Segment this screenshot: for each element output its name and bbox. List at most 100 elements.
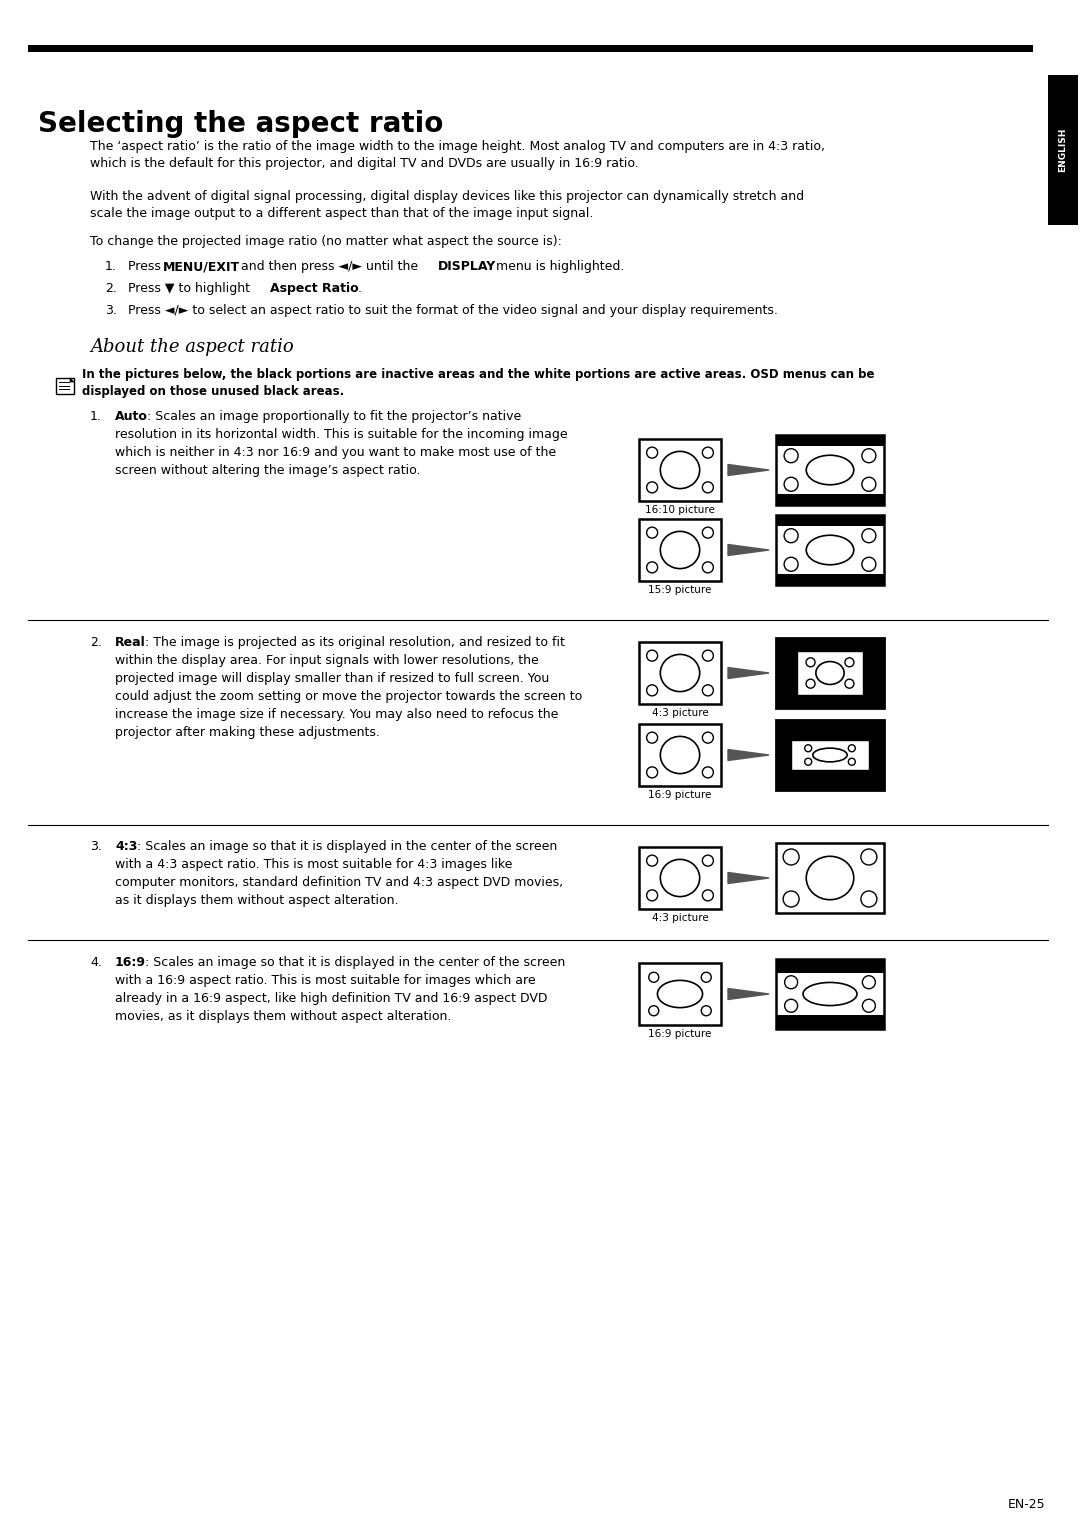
Ellipse shape [813, 748, 847, 761]
Text: To change the projected image ratio (no matter what aspect the source is):: To change the projected image ratio (no … [90, 235, 562, 249]
Circle shape [649, 972, 659, 983]
Text: 2.: 2. [90, 636, 102, 649]
Circle shape [862, 557, 876, 571]
Text: already in a 16:9 aspect, like high definition TV and 16:9 aspect DVD: already in a 16:9 aspect, like high defi… [114, 992, 548, 1006]
Text: 4:3: 4:3 [114, 839, 137, 853]
Polygon shape [728, 873, 769, 884]
Text: 4:3 picture: 4:3 picture [651, 913, 708, 923]
Text: and then press ◄/► until the: and then press ◄/► until the [237, 259, 422, 273]
Bar [777, 842, 885, 913]
Circle shape [647, 855, 658, 867]
Circle shape [784, 478, 798, 491]
Circle shape [649, 1006, 659, 1016]
Text: With the advent of digital signal processing, digital display devices like this : With the advent of digital signal proces… [90, 191, 805, 220]
Ellipse shape [660, 859, 700, 897]
Circle shape [702, 732, 714, 743]
Circle shape [783, 891, 799, 906]
Ellipse shape [660, 655, 700, 691]
Text: : Scales an image proportionally to fit the projector’s native: : Scales an image proportionally to fit … [147, 410, 522, 423]
Circle shape [783, 848, 799, 865]
Ellipse shape [660, 531, 700, 569]
Bar [28, 44, 1032, 52]
Bar [797, 652, 864, 694]
Text: within the display area. For input signals with lower resolutions, the: within the display area. For input signa… [114, 655, 539, 667]
Circle shape [861, 848, 877, 865]
Text: In the pictures below, the black portions are inactive areas and the white porti: In the pictures below, the black portion… [82, 368, 875, 382]
Text: .: . [357, 282, 362, 295]
Ellipse shape [807, 856, 854, 900]
Bar [777, 958, 885, 1029]
Text: Auto: Auto [114, 410, 148, 423]
Circle shape [845, 658, 854, 667]
Text: 16:9 picture: 16:9 picture [648, 790, 712, 800]
Circle shape [848, 745, 855, 752]
Text: MENU/EXIT: MENU/EXIT [163, 259, 240, 273]
Bar [639, 847, 721, 909]
Circle shape [702, 447, 714, 458]
Circle shape [702, 482, 714, 493]
Text: Press ◄/► to select an aspect ratio to suit the format of the video signal and y: Press ◄/► to select an aspect ratio to s… [129, 304, 778, 317]
Circle shape [862, 975, 876, 989]
Bar [777, 514, 885, 526]
Text: : The image is projected as its original resolution, and resized to fit: : The image is projected as its original… [145, 636, 565, 649]
Circle shape [862, 528, 876, 543]
Text: displayed on those unused black areas.: displayed on those unused black areas. [82, 385, 345, 398]
Text: computer monitors, standard definition TV and 4:3 aspect DVD movies,: computer monitors, standard definition T… [114, 876, 563, 890]
Text: About the aspect ratio: About the aspect ratio [90, 337, 294, 356]
Ellipse shape [658, 980, 703, 1007]
Text: 4:3 picture: 4:3 picture [651, 708, 708, 719]
Circle shape [702, 685, 714, 696]
Polygon shape [70, 378, 75, 382]
Bar [777, 435, 885, 446]
Circle shape [647, 447, 658, 458]
Circle shape [845, 679, 854, 688]
Text: as it displays them without aspect alteration.: as it displays them without aspect alter… [114, 894, 399, 906]
Text: with a 16:9 aspect ratio. This is most suitable for images which are: with a 16:9 aspect ratio. This is most s… [114, 974, 536, 987]
Text: could adjust the zoom setting or move the projector towards the screen to: could adjust the zoom setting or move th… [114, 690, 582, 703]
Circle shape [784, 528, 798, 543]
Text: 1.: 1. [105, 259, 117, 273]
Text: Press ▼ to highlight: Press ▼ to highlight [129, 282, 254, 295]
Circle shape [861, 891, 877, 906]
Bar [777, 720, 885, 790]
Bar [639, 723, 721, 786]
Text: : Scales an image so that it is displayed in the center of the screen: : Scales an image so that it is displaye… [137, 839, 557, 853]
Circle shape [701, 972, 712, 983]
Text: : Scales an image so that it is displayed in the center of the screen: : Scales an image so that it is displaye… [145, 955, 565, 969]
Bar [639, 439, 721, 501]
Bar [792, 740, 869, 769]
Circle shape [647, 732, 658, 743]
Text: projector after making these adjustments.: projector after making these adjustments… [114, 726, 380, 739]
Circle shape [862, 449, 876, 462]
Ellipse shape [807, 455, 854, 485]
Circle shape [647, 526, 658, 539]
Bar [56, 378, 75, 394]
Circle shape [701, 1006, 712, 1016]
Text: Aspect Ratio: Aspect Ratio [270, 282, 359, 295]
Text: 15:9 picture: 15:9 picture [648, 584, 712, 595]
Text: Selecting the aspect ratio: Selecting the aspect ratio [38, 110, 444, 137]
Circle shape [647, 562, 658, 572]
Polygon shape [728, 989, 769, 1000]
Text: 16:10 picture: 16:10 picture [645, 505, 715, 514]
Ellipse shape [807, 536, 854, 565]
Circle shape [784, 557, 798, 571]
Text: menu is highlighted.: menu is highlighted. [492, 259, 624, 273]
Circle shape [647, 482, 658, 493]
Bar [1048, 75, 1078, 224]
Bar [777, 958, 885, 974]
Text: EN-25: EN-25 [1008, 1499, 1045, 1511]
Circle shape [647, 890, 658, 900]
Polygon shape [728, 545, 769, 555]
Circle shape [805, 758, 812, 765]
Circle shape [647, 768, 658, 778]
Circle shape [702, 855, 714, 867]
Circle shape [784, 449, 798, 462]
Text: 16:9: 16:9 [114, 955, 146, 969]
Polygon shape [728, 749, 769, 760]
Circle shape [702, 890, 714, 900]
Text: 2.: 2. [105, 282, 117, 295]
Ellipse shape [660, 737, 700, 774]
Text: which is neither in 4:3 nor 16:9 and you want to make most use of the: which is neither in 4:3 nor 16:9 and you… [114, 446, 556, 459]
Circle shape [862, 478, 876, 491]
